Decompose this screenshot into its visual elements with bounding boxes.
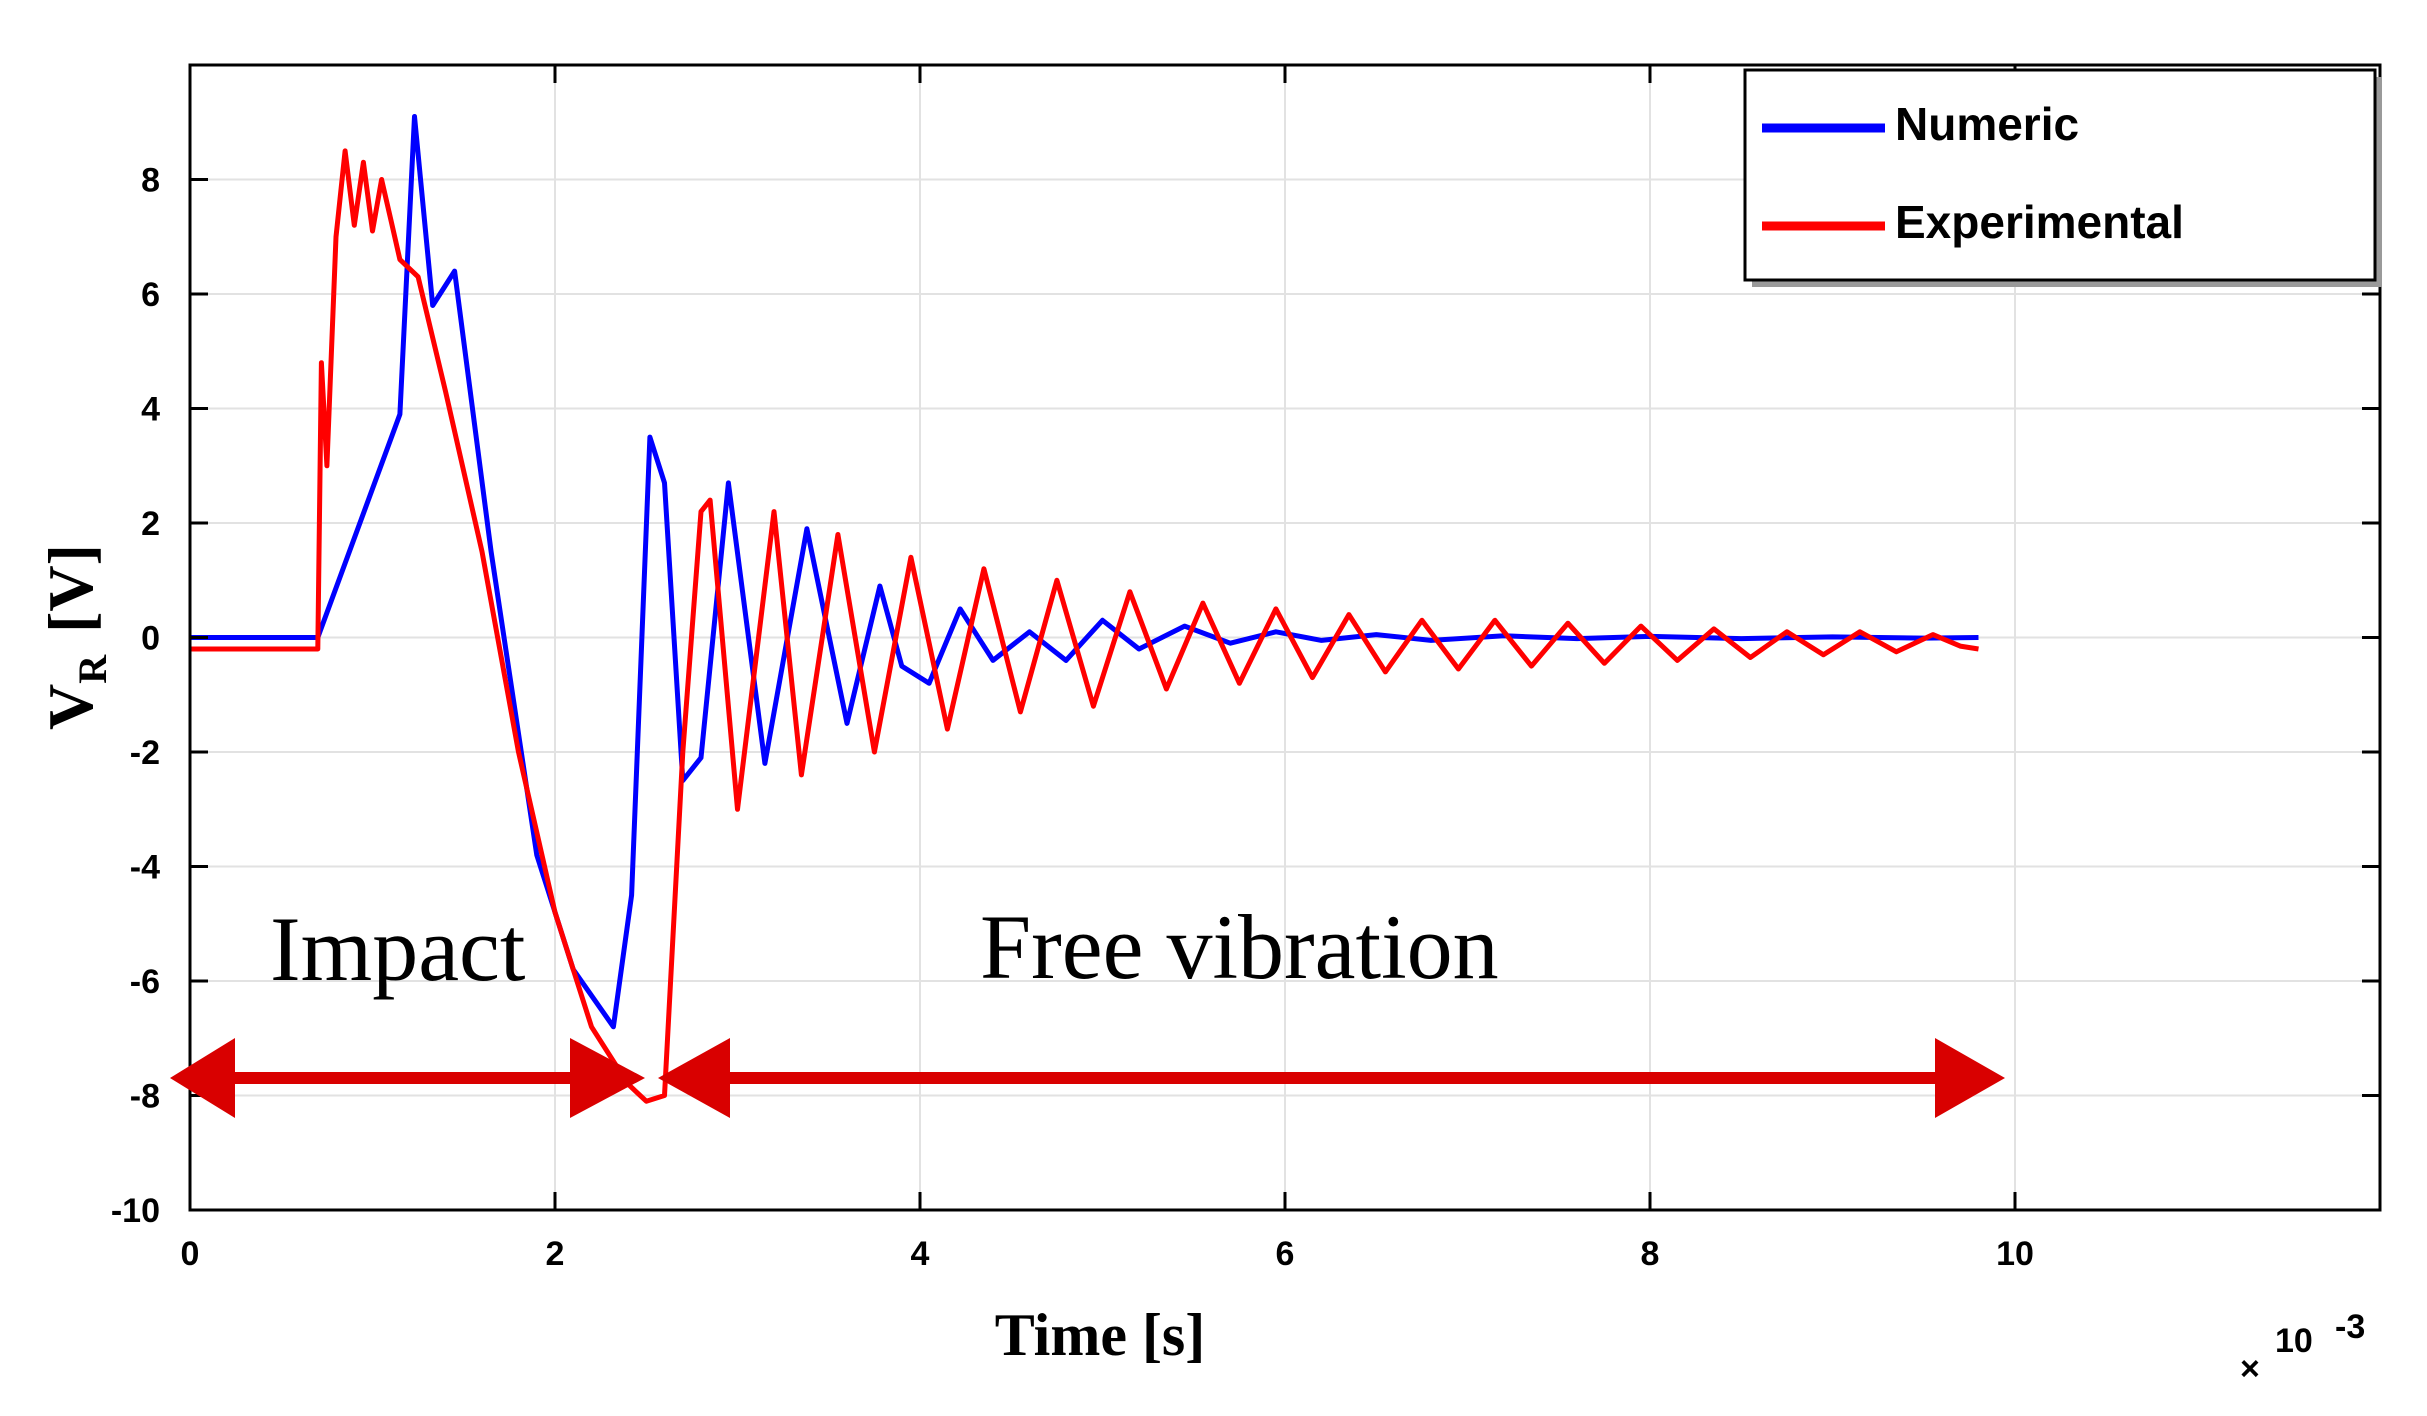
y-tick-label: -8: [130, 1078, 160, 1116]
x-multiplier-symbol: ×: [2240, 1350, 2260, 1388]
y-tick-label: -6: [130, 963, 160, 1001]
series-line-experimental: [190, 148, 1979, 1104]
impact-label: Impact: [270, 898, 526, 1000]
y-axis-title: VR [V]: [35, 544, 115, 730]
tick-labels: 0 2 4 6 8 10 -10 -8 -6 -4 -2 0 2 4 6 8: [111, 162, 2034, 1274]
free-vibration-arrow: [658, 1038, 2005, 1118]
phase-arrows: [170, 1038, 2005, 1118]
x-tick-label: 6: [1276, 1235, 1295, 1273]
x-axis-multiplier: × 10 -3: [2240, 1308, 2365, 1388]
grid: [190, 65, 2380, 1210]
x-tick-label: 2: [546, 1235, 565, 1273]
x-tick-label: 4: [911, 1235, 930, 1273]
x-multiplier-exponent: -3: [2335, 1308, 2365, 1346]
axis-ticks: [188, 65, 2380, 1212]
series-layer: [190, 114, 1979, 1104]
y-axis-title-unit: [V]: [35, 544, 106, 633]
x-axis-title: Time [s]: [995, 1302, 1206, 1368]
y-tick-label: 6: [141, 276, 160, 314]
y-tick-label: 0: [141, 620, 160, 658]
y-tick-label: 4: [141, 391, 160, 429]
legend-label-numeric: Numeric: [1895, 98, 2079, 150]
x-tick-label: 10: [1996, 1235, 2034, 1273]
y-axis-title-main: V: [35, 684, 106, 730]
y-axis-title-sub: R: [70, 654, 115, 684]
impact-arrow: [170, 1038, 645, 1118]
legend-box: [1743, 68, 2377, 282]
x-multiplier-base: 10: [2275, 1322, 2313, 1360]
y-tick-label: 8: [141, 162, 160, 200]
x-tick-label: 8: [1641, 1235, 1660, 1273]
y-tick-label: 2: [141, 505, 160, 543]
y-tick-label: -2: [130, 734, 160, 772]
series-line-numeric: [190, 114, 1979, 1030]
svg-text:VR[V]: VR [V]: [35, 544, 115, 730]
legend-label-experimental: Experimental: [1895, 196, 2184, 248]
y-tick-label: -4: [130, 849, 160, 887]
x-tick-label: 0: [181, 1235, 200, 1273]
free-vibration-label: Free vibration: [980, 896, 1499, 998]
legend: Numeric Experimental: [1743, 68, 2382, 287]
y-tick-label: -10: [111, 1192, 160, 1230]
